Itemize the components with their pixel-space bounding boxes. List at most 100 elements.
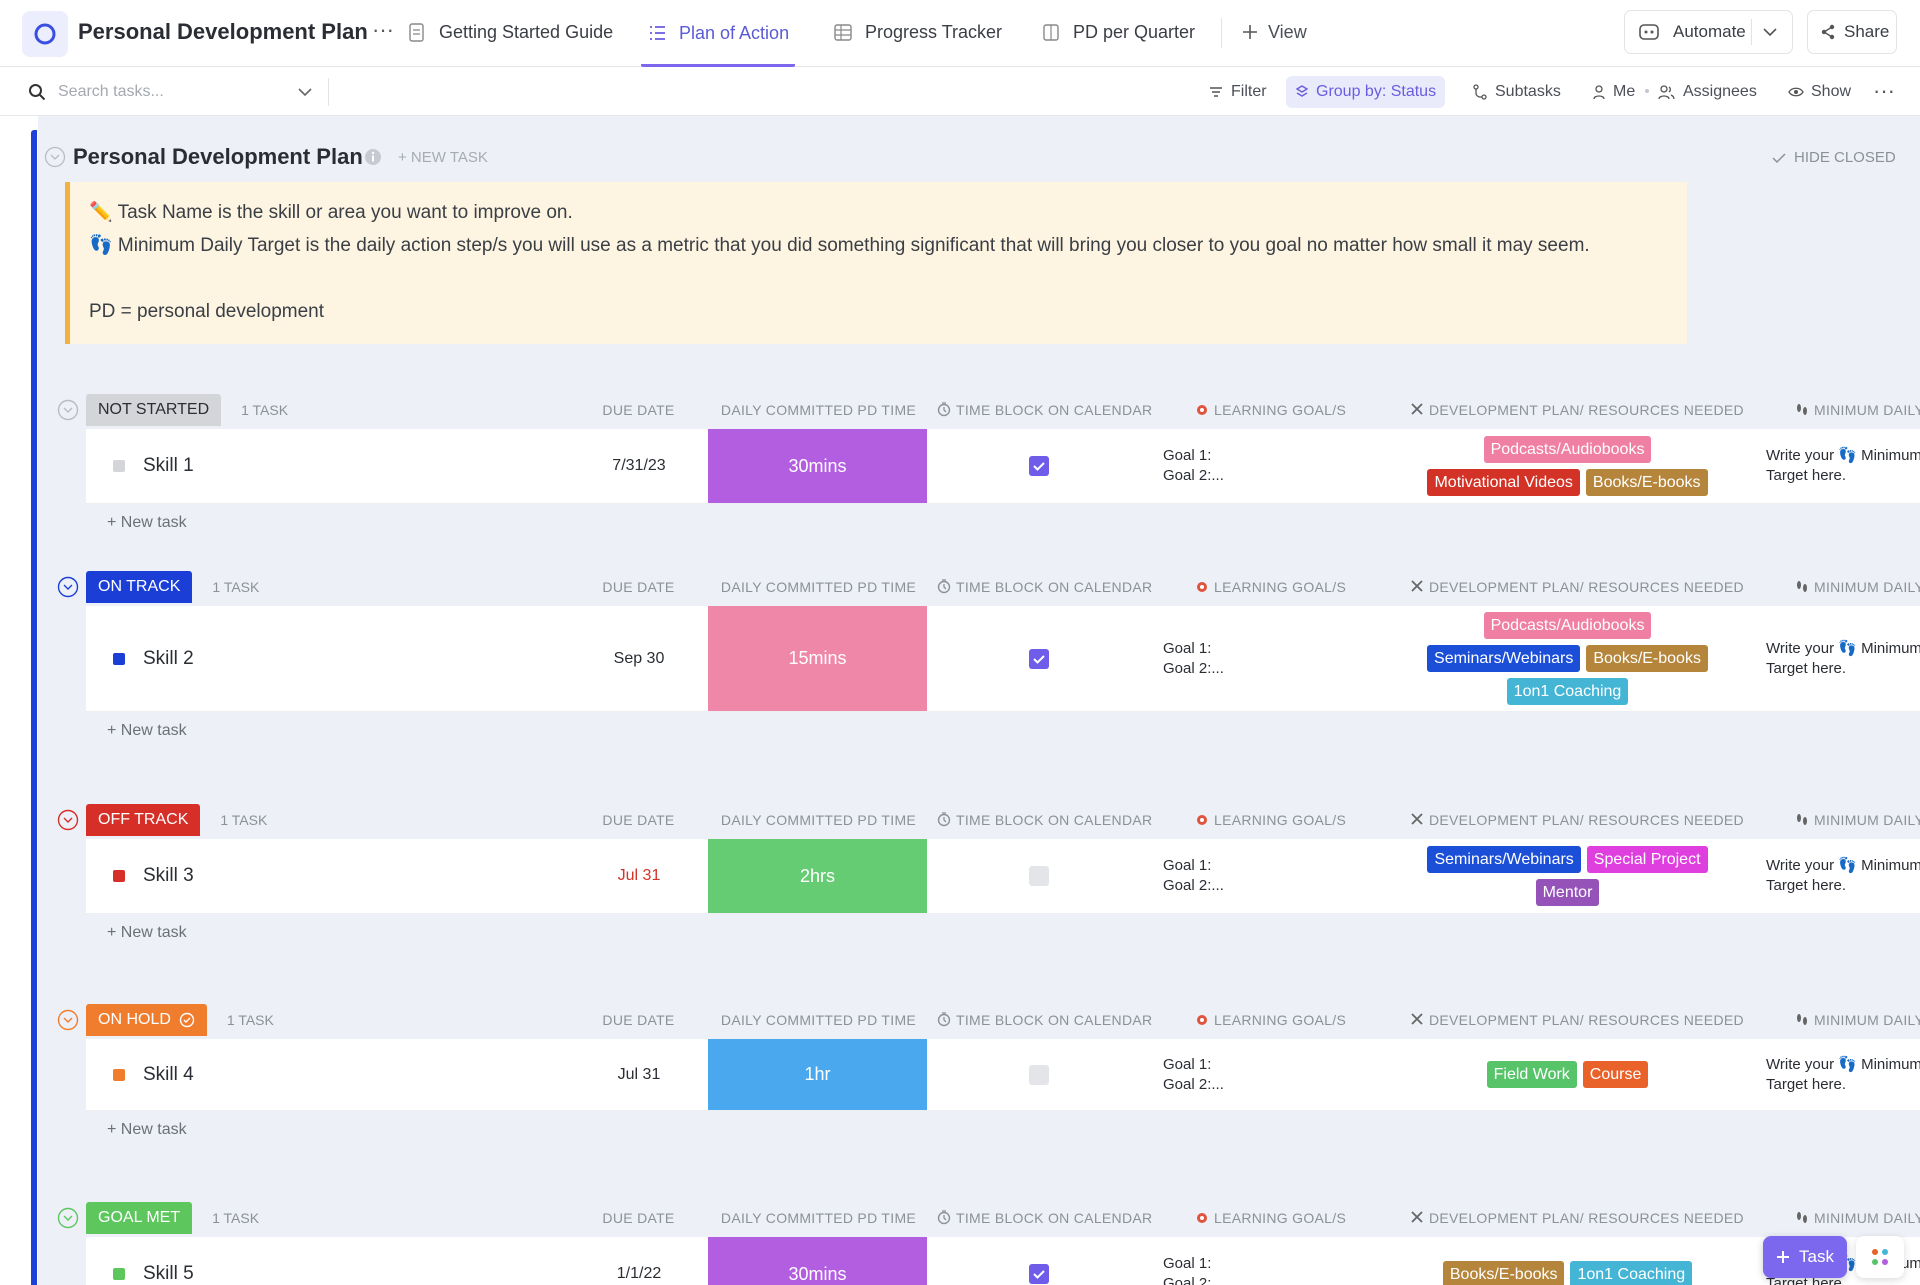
column-header[interactable]: DEVELOPMENT PLAN/ RESOURCES NEEDED <box>1410 812 1744 828</box>
column-header[interactable]: LEARNING GOAL/S <box>1195 579 1346 595</box>
column-header[interactable]: MINIMUM DAILY <box>1795 1210 1920 1226</box>
collapse-group[interactable] <box>57 1009 79 1031</box>
collapse-group[interactable] <box>57 809 79 831</box>
status-pill[interactable]: ON HOLD <box>86 1004 207 1036</box>
column-header[interactable]: DUE DATE <box>602 812 674 828</box>
status-square <box>113 1068 125 1081</box>
column-header[interactable]: MINIMUM DAILY <box>1795 812 1920 828</box>
add-view[interactable]: View <box>1242 0 1307 64</box>
task-name[interactable]: Skill 1 <box>143 455 194 476</box>
separator-dot <box>1645 89 1649 93</box>
more-dots[interactable]: ··· <box>372 17 394 42</box>
column-header[interactable]: MINIMUM DAILY <box>1795 1012 1920 1028</box>
task-row[interactable]: Skill 2 Sep 30 15mins Goal 1: Goal 2:... Podc… <box>86 606 1920 712</box>
assignees-button[interactable]: Assignees <box>1658 67 1757 116</box>
me-button[interactable]: Me <box>1592 67 1635 116</box>
icon <box>1197 815 1207 825</box>
column-header[interactable]: DAILY COMMITTED PD TIME <box>721 1012 916 1028</box>
column-header[interactable]: TIME BLOCK ON CALENDAR <box>937 1210 1152 1226</box>
time-block-checkbox[interactable] <box>1029 456 1049 476</box>
column-header[interactable]: DUE DATE <box>602 579 674 595</box>
column-header[interactable]: DAILY COMMITTED PD TIME <box>721 402 916 418</box>
column-header[interactable]: TIME BLOCK ON CALENDAR <box>937 579 1152 595</box>
icon <box>1197 1213 1207 1223</box>
show-button[interactable]: Show <box>1788 67 1851 116</box>
view-tab[interactable]: Progress Tracker <box>827 0 1008 64</box>
column-header[interactable]: TIME BLOCK ON CALENDAR <box>937 402 1152 418</box>
automate-button[interactable]: Automate <box>1624 10 1793 54</box>
new-task-fab[interactable]: Task <box>1763 1236 1847 1278</box>
minimum-target: Write your 👣 Minimum Target here. <box>1766 446 1920 486</box>
task-count: 1 TASK <box>226 1012 274 1028</box>
due-date: Sep 30 <box>613 649 665 667</box>
column-header-label: TIME BLOCK ON CALENDAR <box>956 402 1153 418</box>
column-header[interactable]: DEVELOPMENT PLAN/ RESOURCES NEEDED <box>1410 402 1744 418</box>
icon <box>1411 813 1423 825</box>
minimum-target-line: Write your 👣 Minimum <box>1766 1055 1920 1073</box>
time-block-checkbox[interactable] <box>1029 648 1049 669</box>
collapse-group[interactable] <box>57 399 79 421</box>
add-task[interactable]: + New task <box>107 1121 187 1138</box>
view-tab[interactable]: PD per Quarter <box>1035 0 1201 64</box>
group-by-button[interactable]: Group by: Status <box>1286 76 1446 108</box>
status-square <box>113 1268 125 1280</box>
status-pill[interactable]: NOT STARTED <box>86 394 222 426</box>
column-header[interactable]: LEARNING GOAL/S <box>1195 402 1346 418</box>
column-header[interactable]: DEVELOPMENT PLAN/ RESOURCES NEEDED <box>1410 1210 1744 1226</box>
collapse-list[interactable] <box>44 146 66 168</box>
task-row[interactable]: Skill 3 Jul 31 2hrs Goal 1: Goal 2:... Semina… <box>86 839 1920 914</box>
column-header[interactable]: DUE DATE <box>602 1012 674 1028</box>
list-new-task[interactable]: + NEW TASK <box>398 149 488 166</box>
task-name[interactable]: Skill 5 <box>143 1263 194 1284</box>
share-button[interactable]: Share <box>1807 10 1897 54</box>
task-row[interactable]: Skill 1 7/31/23 30mins Goal 1: Goal 2:... Pod… <box>86 429 1920 504</box>
status-pill[interactable]: OFF TRACK <box>86 804 201 836</box>
hide-closed[interactable]: HIDE CLOSED <box>1772 149 1896 167</box>
task-name[interactable]: Skill 4 <box>143 1063 194 1085</box>
subtasks-button[interactable]: Subtasks <box>1472 67 1561 116</box>
status-pill[interactable]: ON TRACK <box>86 571 193 603</box>
icon <box>1243 25 1257 39</box>
apps-button[interactable] <box>1856 1236 1904 1278</box>
view-tab[interactable]: Plan of Action <box>641 0 796 67</box>
icon <box>1821 24 1835 40</box>
column-header[interactable]: DAILY COMMITTED PD TIME <box>721 579 916 595</box>
me-label: Me <box>1613 82 1636 100</box>
column-header[interactable]: TIME BLOCK ON CALENDAR <box>937 1012 1152 1028</box>
toolbar-more[interactable]: ··· <box>1873 78 1895 103</box>
collapse-group[interactable] <box>57 1207 79 1229</box>
add-task[interactable]: + New task <box>107 722 187 739</box>
space-icon[interactable] <box>22 11 68 57</box>
time-block-checkbox[interactable] <box>1029 866 1049 886</box>
time-block-checkbox[interactable] <box>1029 1264 1049 1284</box>
search-dropdown[interactable] <box>296 84 314 100</box>
resources: Podcasts/Audiobooks Seminars/Webinars Book… <box>1410 606 1725 711</box>
filter-button[interactable]: Filter <box>1208 67 1267 116</box>
collapse-group[interactable] <box>57 576 79 598</box>
share-label: Share <box>1844 22 1890 41</box>
column-header[interactable]: DUE DATE <box>602 402 674 418</box>
column-header[interactable]: LEARNING GOAL/S <box>1195 1210 1346 1226</box>
column-header[interactable]: DEVELOPMENT PLAN/ RESOURCES NEEDED <box>1410 1012 1744 1028</box>
task-name[interactable]: Skill 3 <box>143 865 194 886</box>
add-task[interactable]: + New task <box>107 924 187 941</box>
column-header[interactable]: LEARNING GOAL/S <box>1195 1012 1346 1028</box>
add-task[interactable]: + New task <box>107 514 187 531</box>
column-header[interactable]: DAILY COMMITTED PD TIME <box>721 1210 916 1226</box>
status-pill[interactable]: GOAL MET <box>86 1202 193 1234</box>
task-row[interactable]: Skill 4 Jul 31 1hr Goal 1: Goal 2:... Field W… <box>86 1039 1920 1111</box>
column-header[interactable]: TIME BLOCK ON CALENDAR <box>937 812 1152 828</box>
column-header[interactable]: LEARNING GOAL/S <box>1195 812 1346 828</box>
info-icon[interactable] <box>364 148 382 166</box>
time-block-checkbox[interactable] <box>1029 1064 1049 1085</box>
column-header[interactable]: DUE DATE <box>602 1210 674 1226</box>
column-header[interactable]: MINIMUM DAILY <box>1795 579 1920 595</box>
column-header[interactable]: MINIMUM DAILY <box>1795 402 1920 418</box>
column-header[interactable]: DAILY COMMITTED PD TIME <box>721 812 916 828</box>
column-header[interactable]: DEVELOPMENT PLAN/ RESOURCES NEEDED <box>1410 579 1744 595</box>
search[interactable]: Search tasks... <box>28 67 164 116</box>
view-tab[interactable]: Getting Started Guide <box>401 0 619 64</box>
task-name[interactable]: Skill 2 <box>143 647 194 669</box>
task-row[interactable]: Skill 5 1/1/22 30mins Goal 1: Goal 2:... Book… <box>86 1237 1920 1285</box>
